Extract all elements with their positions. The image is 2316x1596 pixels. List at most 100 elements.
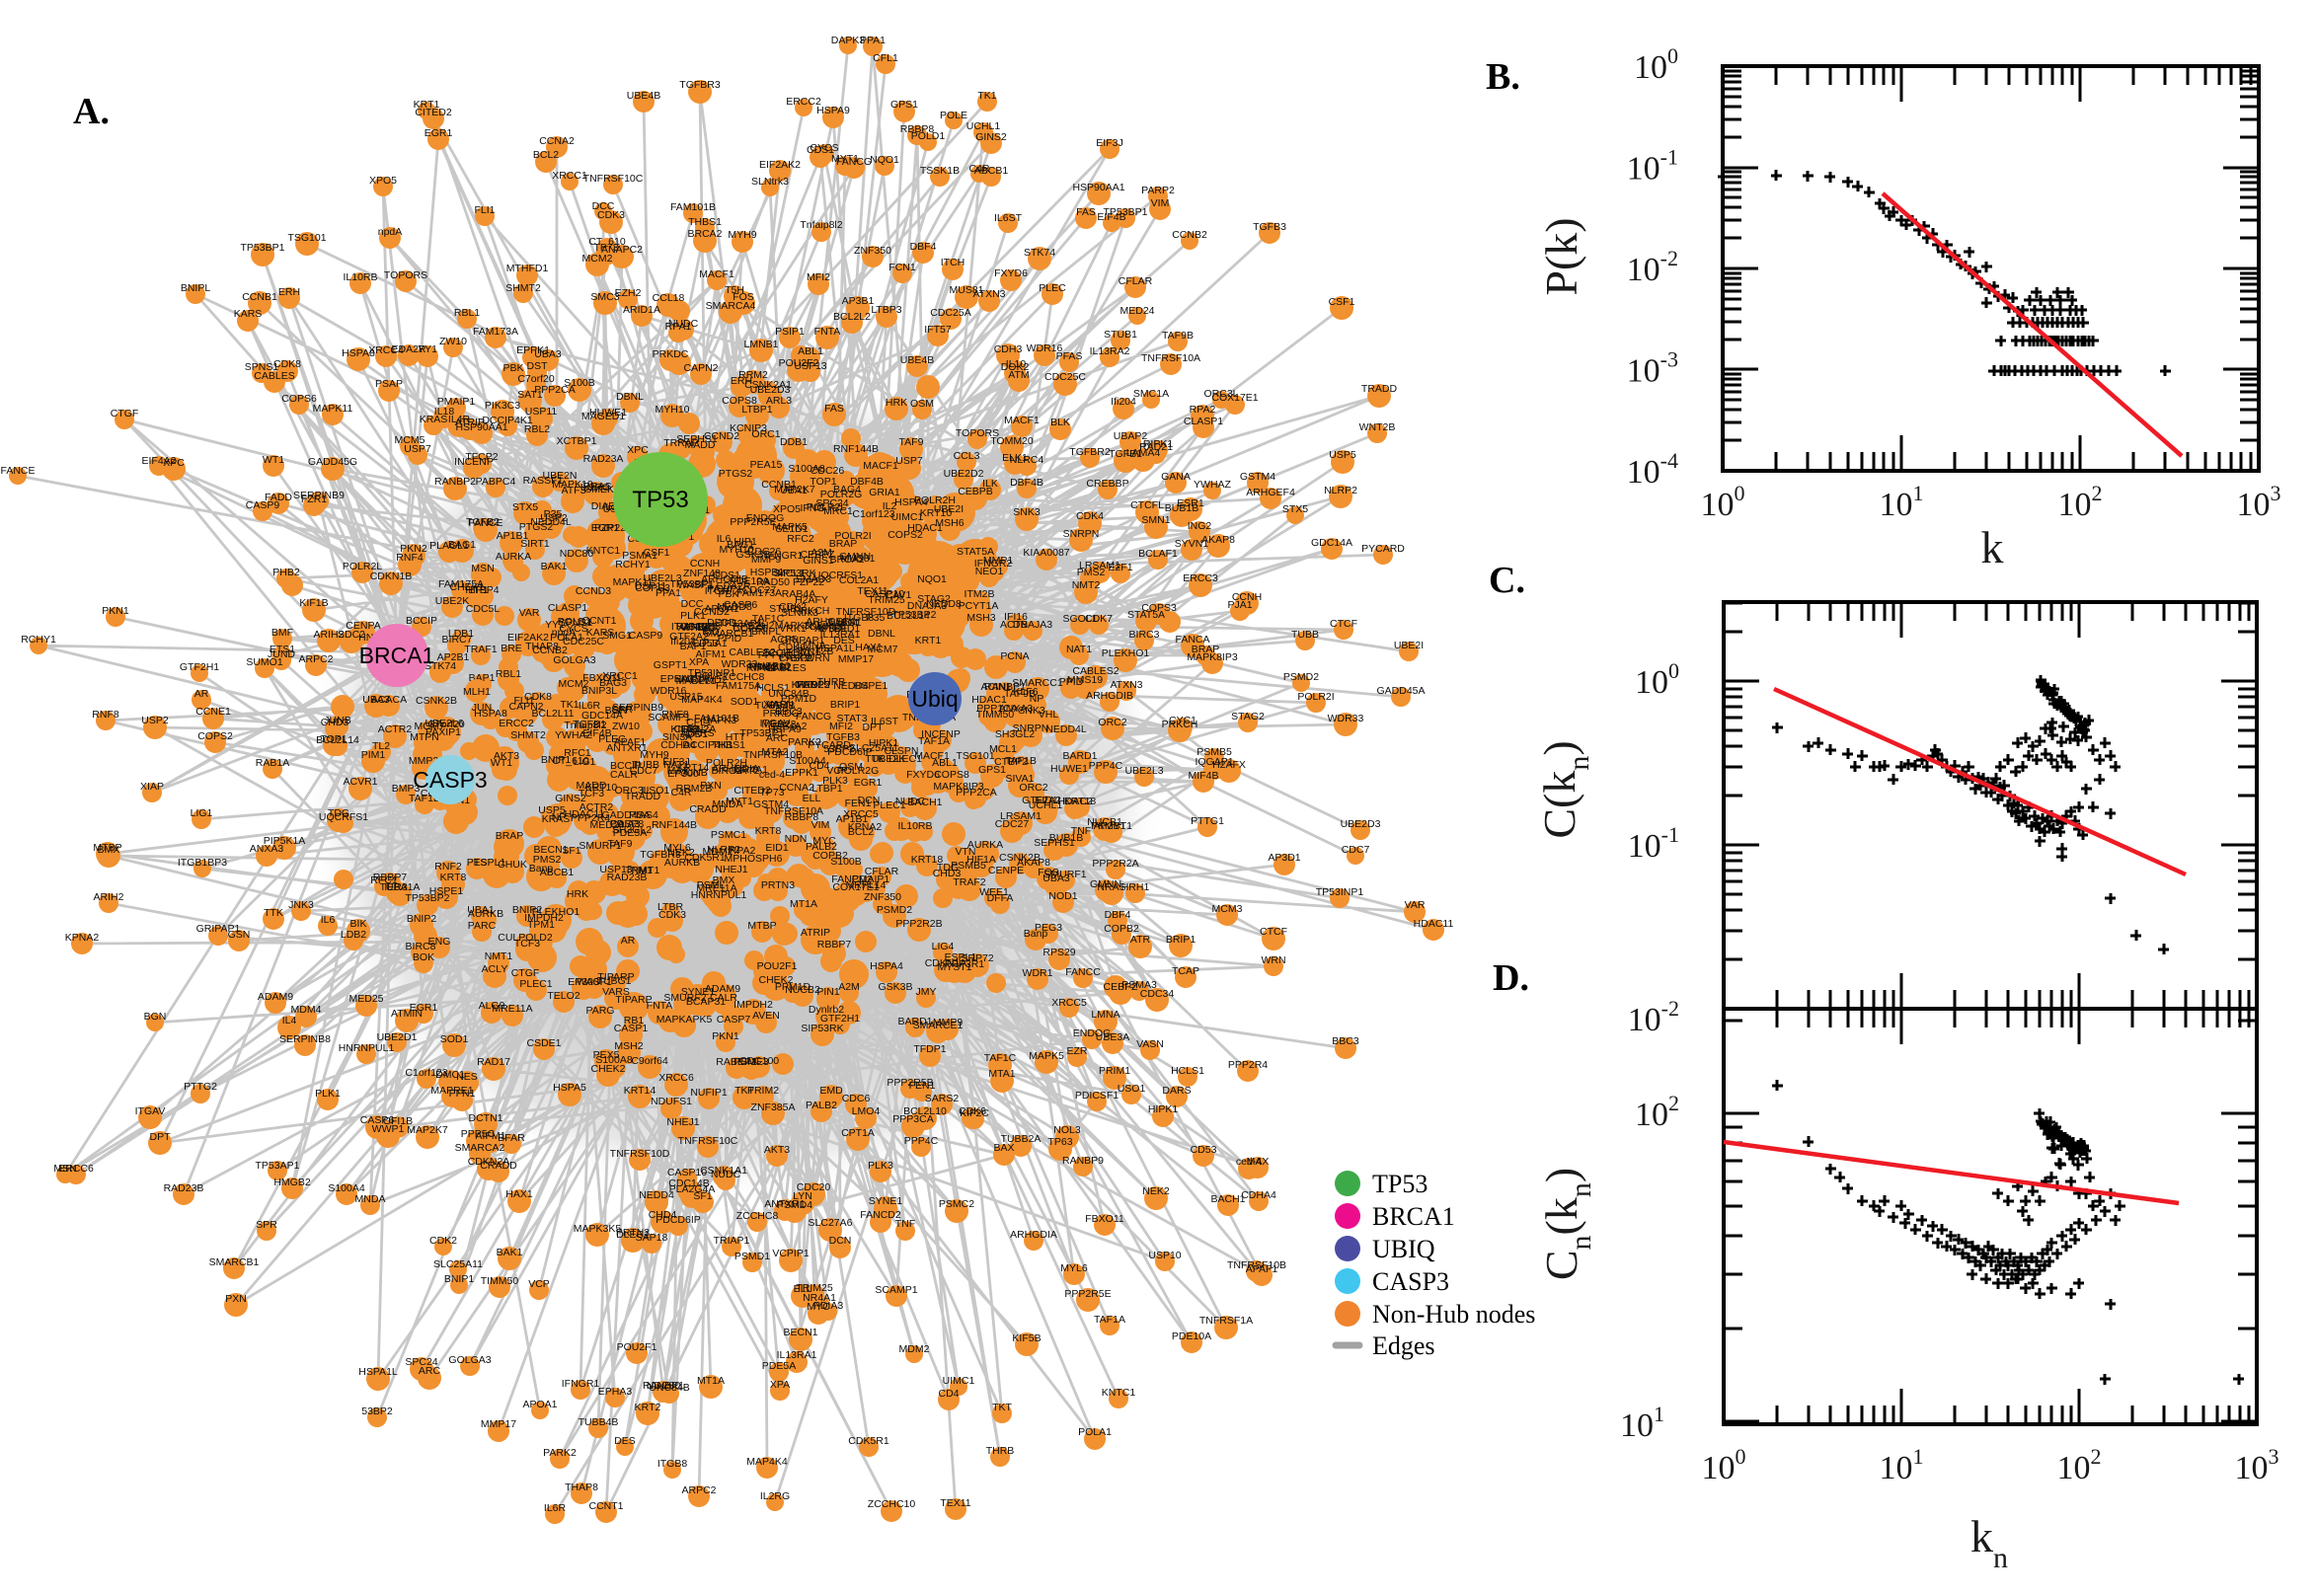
svg-text:NQO1: NQO1 [917,573,947,585]
svg-text:RAB1A: RAB1A [256,757,289,769]
svg-text:STK74: STK74 [1024,247,1055,259]
svg-text:PSAP: PSAP [375,378,403,390]
svg-text:GRIPAP1: GRIPAP1 [196,923,241,935]
svg-text:HDAC11: HDAC11 [1414,918,1454,930]
svg-text:SMURF1: SMURF1 [1043,869,1086,880]
svg-text:NDUFS1: NDUFS1 [651,1096,692,1107]
svg-text:FANCG: FANCG [836,156,872,168]
svg-text:PYCARD: PYCARD [808,739,851,751]
svg-text:MYT1: MYT1 [726,796,753,807]
svg-text:KRT9: KRT9 [792,679,818,691]
svg-text:XCTBP1: XCTBP1 [557,435,597,447]
svg-text:TOPORS: TOPORS [384,269,427,281]
svg-text:ERCC3: ERCC3 [1183,572,1218,584]
svg-text:BAX: BAX [993,1142,1014,1154]
svg-text:BECN1: BECN1 [533,844,568,856]
svg-text:ZNF148: ZNF148 [683,568,721,579]
svg-text:MYL6: MYL6 [1060,1262,1088,1274]
svg-text:IL13RA2: IL13RA2 [1090,345,1130,357]
svg-text:XPC: XPC [163,457,185,469]
svg-text:AKT3: AKT3 [764,1144,790,1156]
svg-text:VCPIP1: VCPIP1 [772,1248,810,1259]
svg-text:RB1: RB1 [624,1015,645,1026]
svg-text:LRSAM1: LRSAM1 [1079,560,1120,571]
svg-text:MYH10: MYH10 [655,404,689,416]
svg-text:SNK3: SNK3 [1013,506,1041,518]
svg-text:PPP2R2B: PPP2R2B [895,918,942,930]
svg-text:DCC: DCC [681,598,704,610]
svg-text:MTBP: MTBP [747,920,776,932]
svg-text:ACLY: ACLY [482,963,508,975]
svg-text:TNFRSF10B: TNFRSF10B [1227,1259,1286,1271]
svg-text:MAPK11: MAPK11 [313,403,353,415]
svg-text:IFNGR1: IFNGR1 [562,1378,600,1390]
svg-text:RNF8: RNF8 [92,709,119,721]
svg-text:ATXN3: ATXN3 [972,288,1005,300]
svg-text:YWHAZ: YWHAZ [1194,479,1232,491]
svg-text:PKMYT1: PKMYT1 [1091,820,1132,832]
svg-text:MSN: MSN [471,563,494,574]
svg-text:HTT: HTT [726,731,746,743]
svg-text:RRM2: RRM2 [738,369,768,381]
svg-text:TEX11: TEX11 [940,1497,970,1509]
svg-text:FAM173A: FAM173A [473,326,518,338]
svg-text:FNTA: FNTA [814,326,841,338]
svg-text:MYC: MYC [812,835,836,847]
svg-text:CDK3: CDK3 [597,209,625,221]
svg-text:MPHOSPH6: MPHOSPH6 [725,853,783,865]
svg-text:TRADD: TRADD [625,791,661,802]
svg-text:EZH2: EZH2 [615,287,642,299]
svg-text:UBE2I: UBE2I [1394,640,1424,651]
svg-text:HAX1: HAX1 [855,642,883,653]
svg-text:PRTN3: PRTN3 [761,879,795,891]
svg-text:COPS2: COPS2 [197,730,233,742]
svg-text:BBC3: BBC3 [1332,1035,1359,1047]
svg-text:BMF: BMF [271,627,293,639]
svg-text:PPP1CA: PPP1CA [976,703,1017,715]
svg-text:FXYD6: FXYD6 [994,267,1028,279]
svg-text:UBA3: UBA3 [362,694,390,706]
svg-text:KRT14: KRT14 [624,1085,656,1097]
svg-text:FAM175A: FAM175A [438,578,484,590]
svg-text:TNFRSF10C: TNFRSF10C [583,173,644,185]
svg-text:CSDE1: CSDE1 [526,1037,561,1049]
svg-text:GANA: GANA [1161,471,1191,483]
svg-text:CDC27: CDC27 [995,818,1030,830]
svg-text:TNFRSF10D: TNFRSF10D [610,1148,670,1160]
svg-text:ARHGDIA: ARHGDIA [1010,1229,1057,1241]
svg-text:GSTM4: GSTM4 [753,798,789,810]
svg-text:PSMD2: PSMD2 [1283,671,1319,683]
svg-text:BRE: BRE [501,643,522,654]
svg-text:CEBPB: CEBPB [958,486,993,497]
svg-text:CCNT1: CCNT1 [588,1500,623,1512]
svg-text:CDK7: CDK7 [1085,613,1113,625]
svg-text:TGFBR3: TGFBR3 [640,849,681,861]
svg-text:CDS1: CDS1 [807,144,834,156]
svg-text:ARHGEF4: ARHGEF4 [806,616,855,628]
svg-text:ING2: ING2 [1188,520,1212,532]
svg-text:BIK: BIK [350,918,367,930]
svg-text:GSTM4: GSTM4 [1240,471,1275,483]
svg-text:TP53INP1: TP53INP1 [1316,886,1364,898]
svg-text:FLI1: FLI1 [474,204,495,216]
svg-text:WNT2B: WNT2B [1359,421,1396,433]
svg-text:EPPK1: EPPK1 [785,767,818,779]
svg-text:RBL1: RBL1 [496,668,521,680]
svg-text:MAX: MAX [667,765,690,777]
svg-text:DBF4: DBF4 [1105,909,1131,921]
svg-text:k: k [1981,522,2004,572]
svg-text:NEK2: NEK2 [1142,1185,1170,1197]
svg-text:MED24: MED24 [1119,305,1154,317]
svg-text:CLASP1: CLASP1 [548,602,587,614]
svg-text:PJA1: PJA1 [702,638,727,649]
svg-text:NLRP2: NLRP2 [1324,485,1357,496]
svg-text:MYH10: MYH10 [719,544,753,556]
svg-text:MLH1: MLH1 [463,686,491,698]
svg-text:LDB2: LDB2 [341,929,366,941]
svg-text:SMN1: SMN1 [1141,514,1170,526]
svg-text:COPB2: COPB2 [812,850,848,862]
svg-text:TGFB3: TGFB3 [1253,221,1286,233]
svg-text:NLRC4: NLRC4 [1010,454,1044,466]
svg-text:MAP4K4: MAP4K4 [746,1456,788,1468]
svg-text:ITGAV: ITGAV [135,1105,166,1117]
